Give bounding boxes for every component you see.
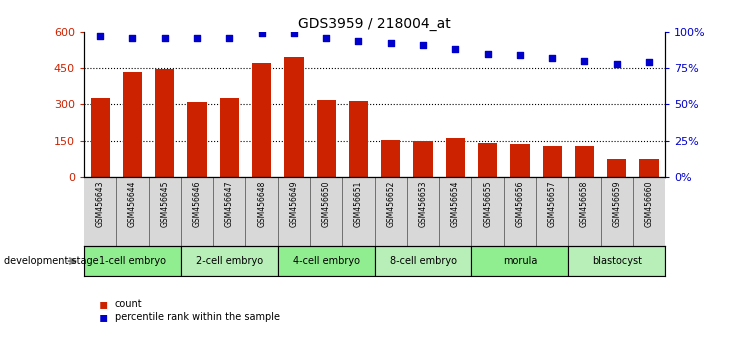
Bar	[284, 57, 303, 177]
Text: GSM456644: GSM456644	[128, 181, 137, 227]
Point	[417, 42, 429, 48]
Text: GSM456656: GSM456656	[515, 181, 524, 227]
Text: GSM456653: GSM456653	[419, 181, 428, 227]
Point	[546, 55, 558, 61]
Point	[450, 46, 461, 52]
Point	[514, 52, 526, 58]
Text: morula: morula	[503, 256, 537, 266]
Point	[288, 30, 300, 36]
Point	[126, 35, 138, 40]
Point	[256, 30, 268, 36]
Text: 4-cell embryo: 4-cell embryo	[292, 256, 360, 266]
Text: GSM456657: GSM456657	[548, 181, 557, 227]
Bar	[542, 145, 562, 177]
Bar	[155, 69, 175, 177]
Point	[94, 33, 106, 39]
Text: percentile rank within the sample: percentile rank within the sample	[115, 312, 280, 322]
Bar	[278, 246, 374, 276]
Title: GDS3959 / 218004_at: GDS3959 / 218004_at	[298, 17, 451, 31]
Text: count: count	[115, 299, 143, 309]
Text: GSM456654: GSM456654	[451, 181, 460, 227]
Point	[352, 38, 364, 44]
Text: 8-cell embryo: 8-cell embryo	[390, 256, 457, 266]
Point	[385, 41, 397, 46]
Text: 2-cell embryo: 2-cell embryo	[196, 256, 263, 266]
Text: GSM456648: GSM456648	[257, 181, 266, 227]
Point	[482, 51, 493, 57]
Text: GSM456660: GSM456660	[645, 181, 654, 227]
Text: 1-cell embryo: 1-cell embryo	[99, 256, 166, 266]
Bar	[187, 103, 207, 177]
Bar	[607, 159, 626, 177]
Bar	[374, 246, 471, 276]
Bar	[446, 138, 465, 177]
Bar	[478, 143, 497, 177]
Text: GSM456643: GSM456643	[96, 181, 105, 227]
Text: GSM456655: GSM456655	[483, 181, 492, 227]
Text: blastocyst: blastocyst	[592, 256, 642, 266]
Text: ▪: ▪	[99, 297, 108, 312]
Bar	[510, 144, 529, 177]
Bar	[471, 246, 569, 276]
Bar	[317, 99, 336, 177]
Text: GSM456650: GSM456650	[322, 181, 330, 227]
Text: ▪: ▪	[99, 310, 108, 324]
Bar	[640, 159, 659, 177]
Point	[320, 35, 332, 40]
Bar	[91, 98, 110, 177]
Point	[224, 35, 235, 40]
Bar	[413, 141, 433, 177]
Bar	[123, 72, 142, 177]
Text: GSM456646: GSM456646	[192, 181, 202, 227]
Text: GSM456652: GSM456652	[386, 181, 395, 227]
Text: GSM456659: GSM456659	[613, 181, 621, 227]
Point	[579, 58, 591, 64]
Text: development stage: development stage	[4, 256, 98, 266]
Bar	[181, 246, 278, 276]
Text: GSM456645: GSM456645	[160, 181, 170, 227]
Text: GSM456658: GSM456658	[580, 181, 589, 227]
Bar	[381, 140, 401, 177]
Point	[643, 59, 655, 65]
Bar	[219, 98, 239, 177]
Bar	[575, 145, 594, 177]
Bar	[84, 246, 181, 276]
Point	[611, 61, 623, 67]
Point	[159, 35, 170, 40]
Text: GSM456651: GSM456651	[354, 181, 363, 227]
Bar	[349, 101, 368, 177]
Bar	[252, 63, 271, 177]
Point	[192, 35, 203, 40]
Text: GSM456649: GSM456649	[289, 181, 298, 227]
Bar	[569, 246, 665, 276]
Text: GSM456647: GSM456647	[225, 181, 234, 227]
